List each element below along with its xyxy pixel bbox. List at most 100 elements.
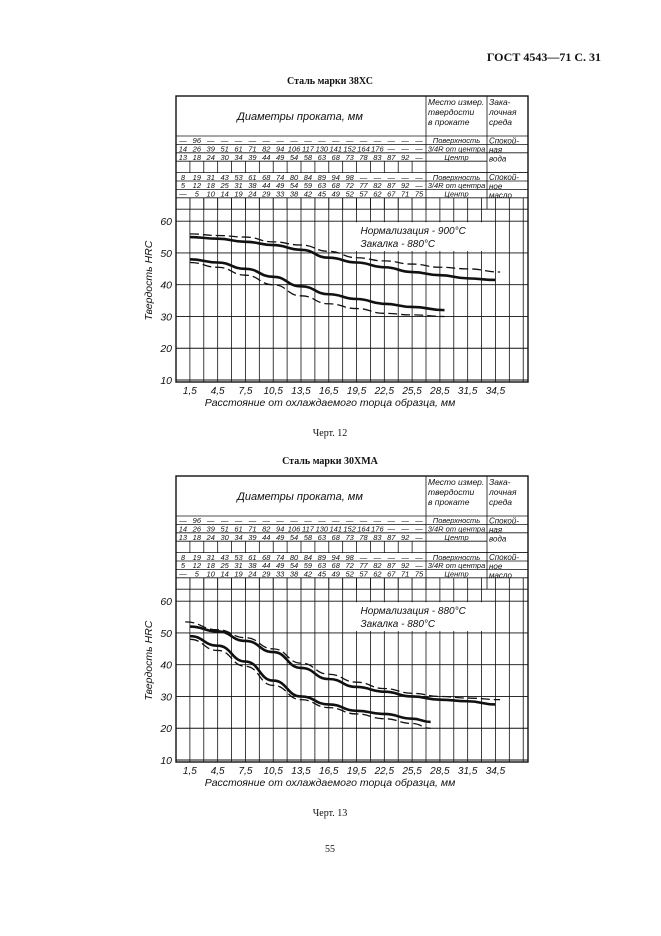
table-cell: 34 xyxy=(234,533,242,542)
legend-entry: Закалка - 880°C xyxy=(361,619,436,630)
table-cell: 18 xyxy=(207,181,216,190)
table-cell: 176 xyxy=(371,145,384,154)
table-cell: 68 xyxy=(332,181,341,190)
table-cell: — xyxy=(289,136,298,145)
place-header: в прокате xyxy=(428,497,470,507)
legend-entry: Нормализация - 880°C xyxy=(361,606,467,617)
table-cell: — xyxy=(414,136,423,145)
table-cell: — xyxy=(400,145,409,154)
x-tick-label: 28,5 xyxy=(429,386,450,397)
table-cell: 14 xyxy=(220,570,228,579)
place-label: 3/4R от центра xyxy=(428,181,486,190)
table-cell: 61 xyxy=(248,173,256,182)
table-cell: 10 xyxy=(207,570,216,579)
table-cell: — xyxy=(248,516,257,525)
table-cell: 63 xyxy=(318,153,327,162)
x-tick-label: 22,5 xyxy=(374,386,395,397)
place-label: Поверхность xyxy=(433,553,480,562)
table-cell: 84 xyxy=(304,553,312,562)
table-cell: 39 xyxy=(248,153,257,162)
x-tick-label: 19,5 xyxy=(347,766,367,777)
table-cell: — xyxy=(345,136,354,145)
table-cell: 49 xyxy=(332,570,341,579)
table-cell: 19 xyxy=(234,570,243,579)
table-cell: 12 xyxy=(193,181,202,190)
table-cell: 25 xyxy=(219,561,229,570)
table-cell: 71 xyxy=(401,190,409,199)
table-cell: 51 xyxy=(220,145,228,154)
table-cell: 67 xyxy=(387,190,396,199)
y-tick-label: 20 xyxy=(159,343,172,355)
table-cell: 176 xyxy=(371,525,384,534)
x-tick-label: 16,5 xyxy=(319,386,339,397)
table-cell: 106 xyxy=(288,145,301,154)
y-tick-label: 30 xyxy=(160,691,172,703)
table-cell: 77 xyxy=(359,561,368,570)
table-cell: 33 xyxy=(276,570,285,579)
table-cell: 5 xyxy=(181,181,186,190)
table-cell: — xyxy=(220,516,229,525)
y-tick-label: 50 xyxy=(160,248,172,260)
table-cell: 94 xyxy=(332,173,340,182)
table-cell: 45 xyxy=(318,190,327,199)
place-header: твердости xyxy=(428,487,475,497)
table-cell: 33 xyxy=(276,190,285,199)
table-cell: — xyxy=(178,136,187,145)
table-cell: 94 xyxy=(332,553,340,562)
table-cell: 49 xyxy=(276,181,285,190)
table-cell: — xyxy=(359,553,368,562)
x-tick-label: 10,5 xyxy=(263,386,283,397)
medium-header: лочная xyxy=(488,107,517,117)
table-cell: — xyxy=(331,136,340,145)
table-cell: 94 xyxy=(276,525,284,534)
table-cell: — xyxy=(387,136,396,145)
table-cell: 96 xyxy=(193,516,202,525)
table-cell: 12 xyxy=(193,561,202,570)
table-cell: 26 xyxy=(192,525,202,534)
table-cell: — xyxy=(234,516,243,525)
table-cell: 73 xyxy=(345,533,354,542)
table-cell: — xyxy=(414,153,423,162)
table-cell: 49 xyxy=(276,533,285,542)
place-label: Центр xyxy=(444,190,468,199)
table-cell: 39 xyxy=(248,533,257,542)
table-cell: — xyxy=(248,136,257,145)
place-header: в прокате xyxy=(428,117,470,127)
table-cell: 58 xyxy=(304,533,313,542)
table-cell: 71 xyxy=(248,145,256,154)
table-cell: — xyxy=(414,525,423,534)
y-tick-label: 10 xyxy=(160,375,172,387)
table-cell: — xyxy=(345,516,354,525)
table-cell: — xyxy=(414,181,423,190)
x-tick-label: 1,5 xyxy=(183,766,197,777)
diameters-header: Диаметры проката, мм xyxy=(235,491,363,503)
table-cell: 31 xyxy=(234,181,242,190)
table-cell: 44 xyxy=(262,533,270,542)
legend-entry: Нормализация - 900°C xyxy=(361,226,467,237)
table-cell: 25 xyxy=(219,181,229,190)
table-cell: — xyxy=(359,136,368,145)
table-cell: — xyxy=(317,136,326,145)
table-cell: 141 xyxy=(329,145,342,154)
place-label: Центр xyxy=(444,153,468,162)
table-cell: 87 xyxy=(387,561,396,570)
table-cell: 59 xyxy=(304,561,313,570)
table-cell: 30 xyxy=(220,533,229,542)
diameters-header: Диаметры проката, мм xyxy=(235,111,363,123)
table-cell: 38 xyxy=(290,190,299,199)
table-cell: 14 xyxy=(220,190,228,199)
table-cell: 13 xyxy=(179,153,188,162)
table-cell: 44 xyxy=(262,181,270,190)
table-cell: 130 xyxy=(316,145,329,154)
y-tick-label: 60 xyxy=(160,596,172,608)
table-cell: — xyxy=(400,173,409,182)
table-cell: 38 xyxy=(248,561,257,570)
table-cell: 29 xyxy=(261,190,271,199)
table-cell: 68 xyxy=(262,553,271,562)
medium-header: среда xyxy=(489,497,512,507)
table-cell: 61 xyxy=(234,525,242,534)
table-cell: 82 xyxy=(373,561,382,570)
chart-title: Сталь марки 38ХС xyxy=(287,76,373,87)
table-cell: 49 xyxy=(276,153,285,162)
